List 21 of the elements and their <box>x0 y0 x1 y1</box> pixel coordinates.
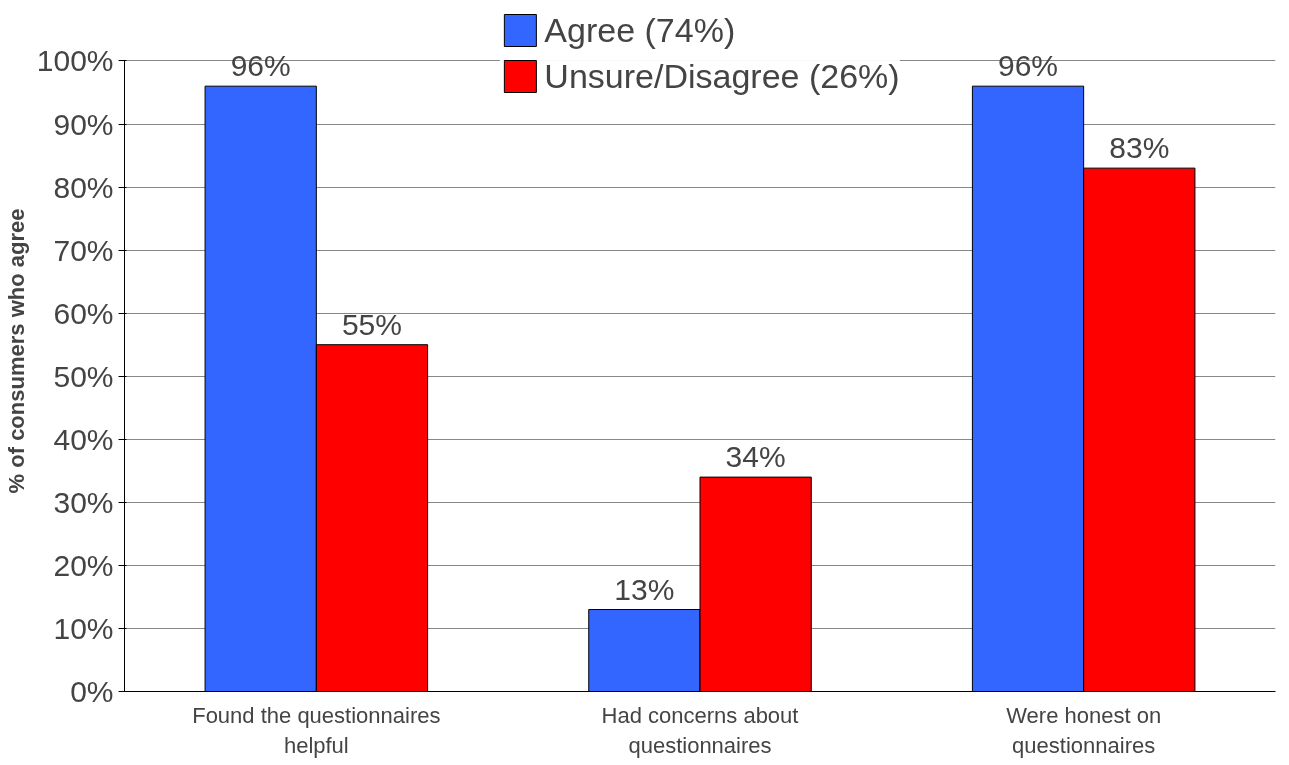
x-tick-label: Found the questionnaires helpful <box>192 702 441 758</box>
y-tick-label: 40% <box>53 422 114 456</box>
y-tick-label: 80% <box>53 170 114 204</box>
y-tick-label: 20% <box>53 548 114 582</box>
y-tick-label: 0% <box>70 675 114 708</box>
y-tick-label: 60% <box>53 296 114 330</box>
y-tick-label: 30% <box>53 485 114 519</box>
data-label: 83% <box>1109 131 1170 165</box>
legend-label: Agree (74%) <box>544 10 736 50</box>
data-label: 55% <box>341 307 402 341</box>
data-label: 13% <box>614 572 675 606</box>
y-tick-label: 50% <box>53 359 114 393</box>
y-tick-label: 90% <box>53 107 114 141</box>
legend-label: Unsure/Disagree (26%) <box>544 56 900 96</box>
x-tick-label: Were honest on questionnaires <box>1006 702 1162 758</box>
y-tick-label: 100% <box>36 44 114 78</box>
y-axis-title: % of consumers who agree <box>3 208 29 494</box>
x-tick-label: Had concerns about questionnaires <box>601 702 799 758</box>
y-tick-label: 70% <box>53 233 114 267</box>
data-label: 34% <box>725 440 786 474</box>
y-tick-label: 10% <box>53 611 114 645</box>
